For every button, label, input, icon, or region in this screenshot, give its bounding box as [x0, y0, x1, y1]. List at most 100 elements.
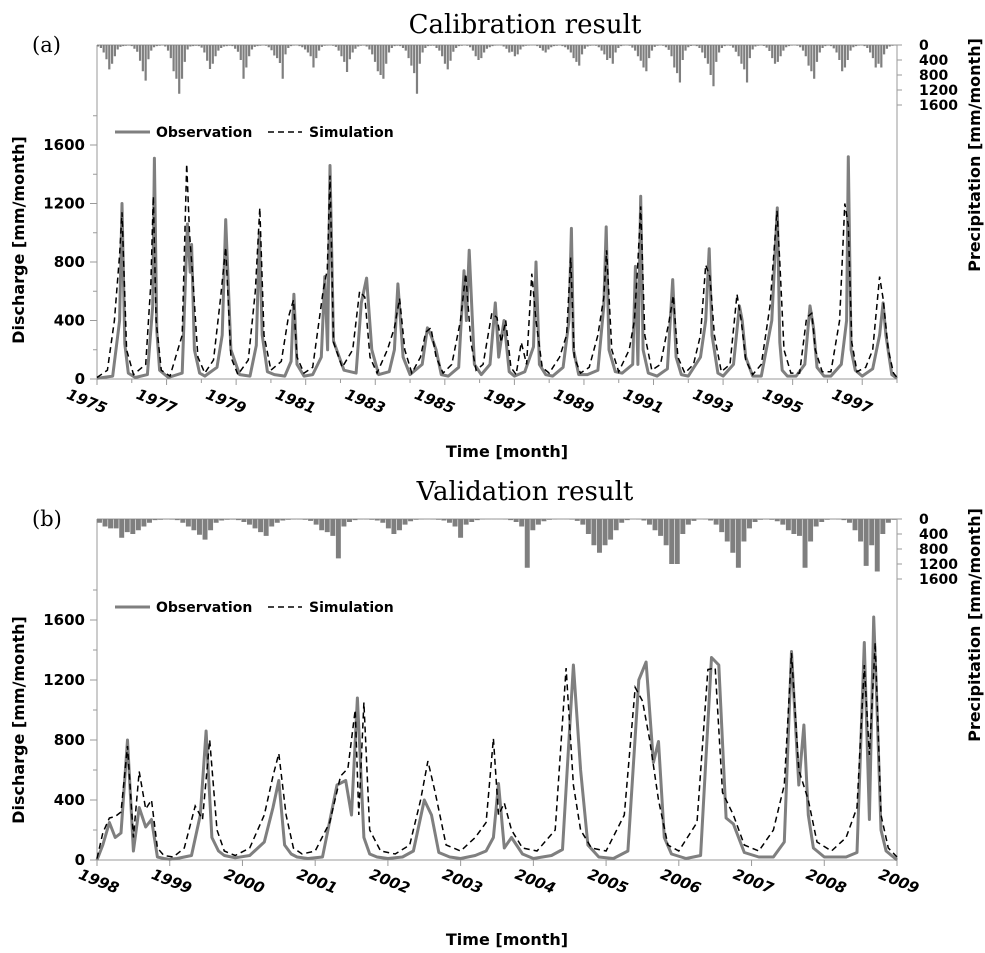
precip-bar: [136, 45, 139, 52]
precip-bar: [438, 45, 441, 51]
precip-bar: [843, 45, 847, 68]
panel-a-y2label: Precipitation [mm/month]: [965, 38, 984, 272]
precip-bar: [787, 45, 791, 47]
precip-bar: [691, 519, 697, 521]
y-tick-label: 0: [75, 370, 85, 388]
precip-bar: [348, 45, 351, 60]
precip-bar: [734, 45, 737, 52]
panel-b-ylabel: Discharge [mm/month]: [9, 616, 28, 824]
precip-bar: [369, 519, 375, 520]
y-tick-label: 1200: [43, 195, 85, 213]
precip-bar: [241, 519, 247, 522]
x-tick-label: 1991: [621, 385, 666, 417]
y2-tick-label: 400: [919, 53, 948, 69]
precip-bar: [287, 45, 290, 48]
precip-bar: [469, 45, 472, 48]
precip-bar: [824, 519, 830, 520]
precip-bar: [424, 45, 427, 48]
precip-bar: [274, 519, 280, 523]
precip-bar: [600, 45, 603, 51]
precip-bar: [863, 519, 869, 566]
precip-bar: [624, 519, 630, 521]
precip-bar: [235, 519, 241, 521]
legend-simulation-label: Simulation: [309, 125, 394, 141]
precip-bar: [280, 519, 286, 521]
panel-b-precipitation-bars: [97, 519, 897, 572]
precip-bar: [127, 45, 130, 46]
precip-bar: [376, 45, 379, 72]
precip-bar: [555, 45, 558, 46]
panel-a-ylabel: Discharge [mm/month]: [9, 136, 28, 344]
precip-bar: [242, 45, 245, 79]
precip-bar: [230, 519, 236, 520]
precip-bar: [341, 519, 347, 527]
precip-bar: [741, 519, 747, 542]
precip-bar: [208, 45, 212, 69]
precip-bar: [191, 519, 197, 531]
precip-bar: [801, 45, 805, 51]
precip-bar: [841, 45, 844, 72]
precip-bar: [130, 45, 133, 47]
precip-bar: [164, 45, 167, 47]
precip-bar: [715, 45, 718, 62]
precip-bar: [663, 519, 669, 546]
precip-bar: [387, 45, 391, 53]
precip-bar: [278, 45, 282, 63]
precip-bar: [847, 519, 852, 523]
precip-bar: [224, 519, 230, 520]
precip-bar: [656, 45, 659, 46]
precip-bar: [267, 45, 270, 48]
precip-bar: [709, 45, 712, 75]
precip-bar: [561, 45, 564, 47]
precip-bar: [133, 45, 136, 49]
precip-bar: [695, 45, 698, 47]
precip-bar: [685, 519, 691, 525]
precip-bar: [138, 45, 142, 61]
precip-bar: [639, 45, 642, 61]
precip-bar: [397, 519, 402, 531]
precip-bar: [757, 45, 760, 46]
precip-bar: [852, 45, 855, 48]
precip-bar: [427, 45, 430, 47]
precip-bar: [771, 45, 774, 59]
precip-bar: [222, 45, 226, 47]
x-tick-label: 2002: [367, 865, 412, 897]
precip-bar: [752, 519, 758, 522]
precip-bar: [474, 519, 480, 521]
precip-bar: [354, 45, 357, 49]
precip-bar: [102, 45, 105, 53]
precip-bar: [780, 519, 786, 525]
precip-bar: [447, 519, 452, 523]
precip-bar: [751, 45, 754, 50]
precip-bar: [597, 519, 602, 553]
precip-bar: [508, 45, 511, 53]
precip-bar: [211, 45, 214, 64]
panel-b-label: (b): [32, 507, 62, 531]
precip-bar: [373, 45, 377, 62]
precip-bar: [135, 519, 141, 531]
precip-bar: [846, 45, 849, 60]
precip-bar: [317, 45, 321, 51]
precip-bar: [717, 45, 721, 53]
y2-tick-label: 400: [919, 527, 948, 543]
y2-tick-label: 0: [919, 38, 929, 54]
precip-bar: [485, 45, 489, 49]
precip-bar: [214, 45, 217, 57]
precip-bar: [247, 519, 252, 525]
precip-bar: [119, 519, 125, 538]
legend-simulation-label: Simulation: [309, 600, 394, 616]
precip-bar: [888, 45, 891, 47]
precip-bar: [614, 45, 617, 53]
precip-bar: [530, 519, 536, 531]
precip-bar: [852, 519, 858, 531]
precip-bar: [150, 45, 153, 51]
precip-bar: [762, 45, 765, 46]
precip-bar: [441, 45, 444, 57]
precip-bar: [202, 519, 208, 540]
precip-bar: [799, 45, 802, 48]
precip-bar: [541, 519, 547, 522]
x-tick-label: 2006: [658, 865, 703, 897]
precip-bar: [790, 45, 793, 46]
